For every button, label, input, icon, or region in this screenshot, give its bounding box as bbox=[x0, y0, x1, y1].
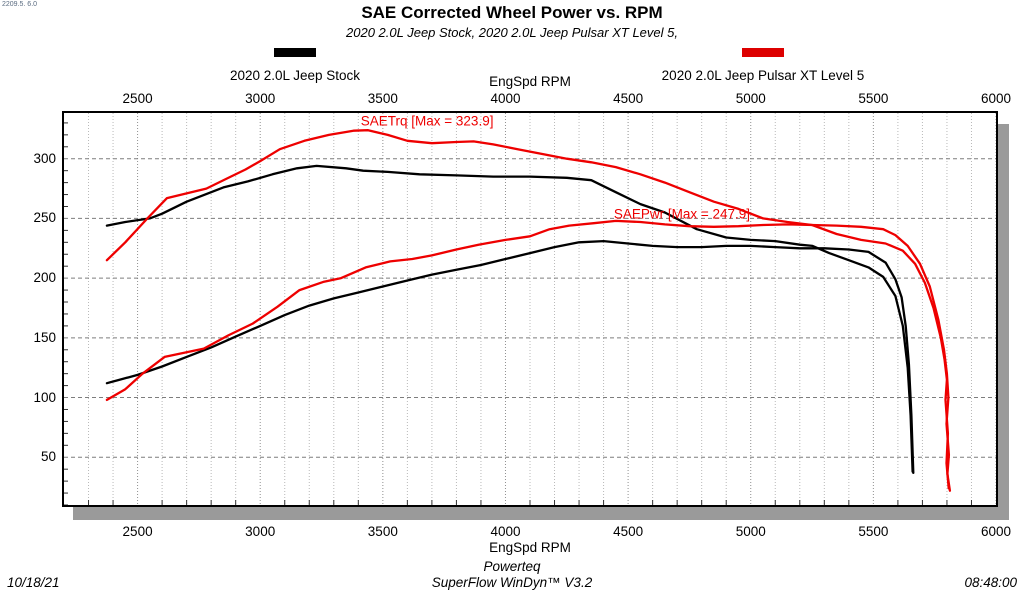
x-tick-label-bottom: 4000 bbox=[490, 524, 521, 539]
plot-area: SAETrq [Max = 323.9] SAEPwr [Max = 247.9] bbox=[62, 111, 998, 507]
footer-software: SuperFlow WinDyn™ V3.2 bbox=[431, 575, 593, 590]
legend-label-pulsar: 2020 2.0L Jeep Pulsar XT Level 5 bbox=[661, 68, 865, 83]
y-tick-label: 50 bbox=[40, 449, 56, 465]
x-tick-label-bottom: 3000 bbox=[245, 524, 276, 539]
y-tick-label: 150 bbox=[33, 329, 56, 345]
y-tick-label: 100 bbox=[33, 389, 56, 405]
legend-item-stock: 2020 2.0L Jeep Stock bbox=[160, 44, 430, 83]
footer-date: 10/18/21 bbox=[7, 575, 60, 590]
y-tick-label: 300 bbox=[33, 150, 56, 166]
stock-power-curve bbox=[105, 239, 915, 474]
y-tick-label: 250 bbox=[33, 210, 56, 226]
x-tick-label-bottom: 5000 bbox=[735, 524, 766, 539]
x-tick-label-top: 2500 bbox=[122, 91, 153, 106]
y-tick-label: 200 bbox=[33, 270, 56, 286]
footer-brand: Powerteq bbox=[483, 559, 541, 574]
footer-time: 08:48:00 bbox=[964, 575, 1017, 590]
x-tick-label-bottom: 4500 bbox=[613, 524, 644, 539]
x-tick-label-bottom: 3500 bbox=[367, 524, 398, 539]
x-tick-label-top: 4000 bbox=[490, 91, 521, 106]
x-tick-label-top: 5500 bbox=[858, 91, 889, 106]
chart-subtitle: 2020 2.0L Jeep Stock, 2020 2.0L Jeep Pul… bbox=[346, 25, 678, 40]
x-tick-label-top: 3000 bbox=[245, 91, 276, 106]
x-tick-label-bottom: 6000 bbox=[980, 524, 1012, 539]
x-tick-label-bottom: 2500 bbox=[122, 524, 153, 539]
x-tick-label-bottom: 5500 bbox=[858, 524, 889, 539]
app-version-tag: 2209.5. 6.0 bbox=[2, 1, 38, 8]
legend-label-stock: 2020 2.0L Jeep Stock bbox=[229, 68, 361, 83]
annotation-saepwr-max: SAEPwr [Max = 247.9] bbox=[613, 206, 751, 222]
x-axis-title-top: EngSpd RPM bbox=[489, 74, 571, 89]
x-tick-label-top: 6000 bbox=[980, 91, 1012, 106]
annotation-saetrq-max: SAETrq [Max = 323.9] bbox=[360, 113, 494, 129]
x-axis-title-bottom: EngSpd RPM bbox=[489, 540, 571, 555]
x-tick-label-top: 4500 bbox=[613, 91, 644, 106]
legend-item-pulsar: 2020 2.0L Jeep Pulsar XT Level 5 bbox=[618, 44, 908, 83]
chart-title: SAE Corrected Wheel Power vs. RPM bbox=[361, 3, 663, 22]
dyno-curves-canvas bbox=[64, 113, 996, 505]
x-tick-label-top: 3500 bbox=[367, 91, 398, 106]
pulsar-power-curve bbox=[105, 219, 952, 492]
legend-swatch-stock bbox=[274, 48, 316, 57]
stock-torque-curve bbox=[105, 164, 914, 473]
pulsar-torque-curve bbox=[105, 129, 950, 490]
x-tick-label-top: 5000 bbox=[735, 91, 766, 106]
legend-swatch-pulsar bbox=[742, 48, 784, 57]
